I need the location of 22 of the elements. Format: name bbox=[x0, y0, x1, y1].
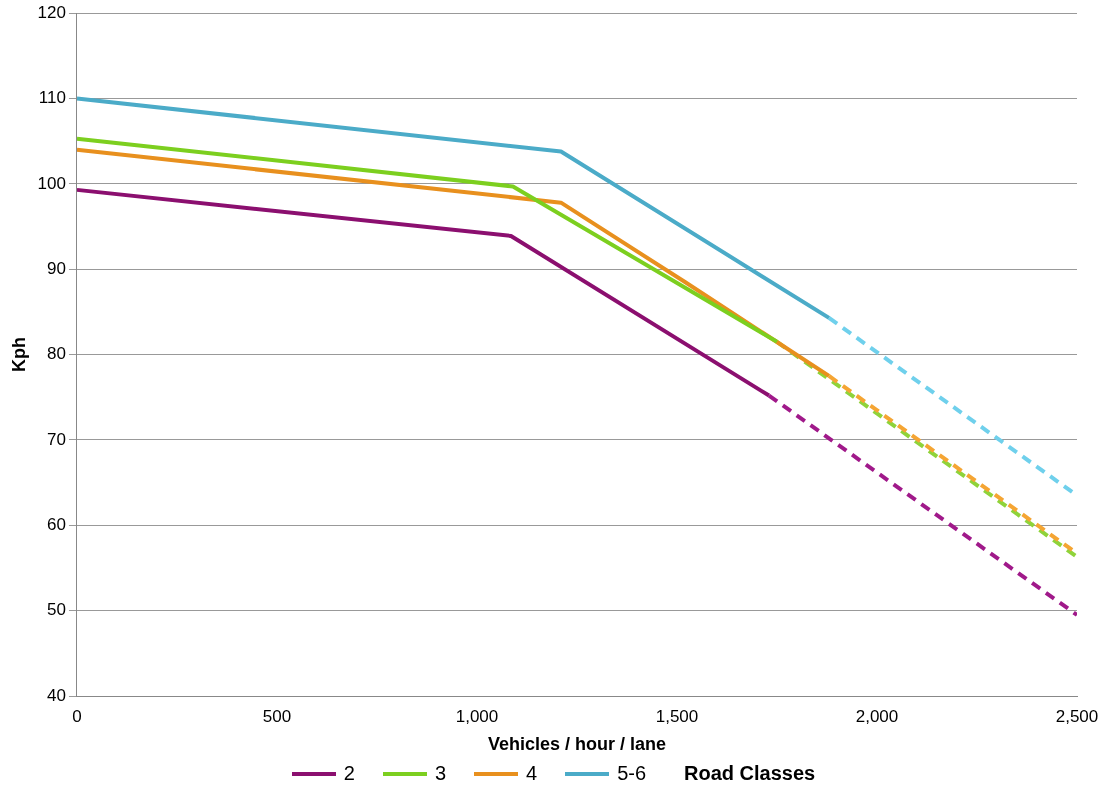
legend-title: Road Classes bbox=[684, 762, 816, 785]
y-tick-label: 90 bbox=[47, 258, 66, 278]
legend-label: 5-6 bbox=[617, 762, 647, 785]
x-tick-label: 2,000 bbox=[855, 706, 899, 726]
x-tick-label: 500 bbox=[262, 706, 292, 726]
y-tick-label: 80 bbox=[47, 344, 66, 364]
legend-label: 3 bbox=[434, 762, 447, 785]
y-tick-label: 60 bbox=[47, 514, 66, 534]
x-tick-label: 0 bbox=[72, 706, 82, 726]
legend-label: 2 bbox=[343, 762, 355, 785]
x-tick-label: 1,000 bbox=[455, 706, 499, 726]
x-axis-title: Vehicles / hour / lane bbox=[487, 734, 667, 755]
y-tick-label: 110 bbox=[38, 88, 66, 108]
y-tick-label: 100 bbox=[37, 173, 66, 193]
y-tick-label: 50 bbox=[47, 600, 66, 620]
y-tick-label: 40 bbox=[47, 685, 66, 705]
y-tick-label: 70 bbox=[47, 429, 66, 449]
y-axis-title: Kph bbox=[8, 337, 29, 373]
x-tick-label: 1,500 bbox=[655, 706, 699, 726]
x-tick-label: 2,500 bbox=[1055, 706, 1099, 726]
y-tick-label: 120 bbox=[37, 2, 66, 22]
legend-label: 4 bbox=[526, 762, 538, 785]
